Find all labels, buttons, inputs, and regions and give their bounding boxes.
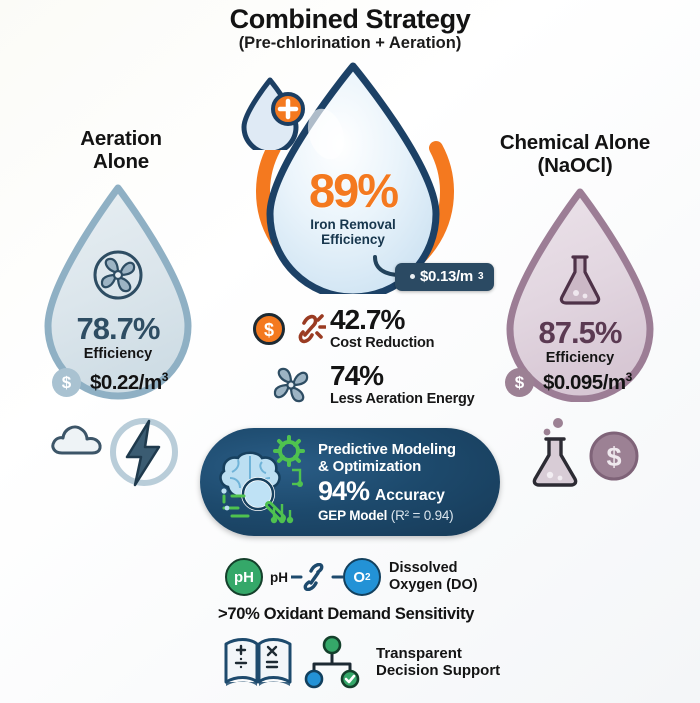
open-book-math-icon bbox=[224, 638, 292, 686]
center-efficiency-value: 89% bbox=[308, 163, 399, 217]
dissolved-oxygen-label: Dissolved Oxygen (DO) bbox=[389, 560, 478, 593]
left-cost-unit: 3 bbox=[161, 370, 169, 385]
right-cost-unit: 3 bbox=[625, 370, 633, 385]
right-drop-content: 87.5% Efficiency bbox=[500, 188, 660, 402]
broken-chain-icon bbox=[298, 313, 326, 343]
pre-chlorination-drop-icon bbox=[240, 72, 318, 156]
model-r2: (R² = 0.94) bbox=[390, 508, 454, 524]
drop-shape-center bbox=[258, 62, 448, 294]
aeration-alone-drop: 78.7% Efficiency bbox=[38, 184, 198, 400]
left-cost-number: $0.22/m bbox=[90, 370, 162, 394]
aeration-energy-text: 74% Less Aeration Energy bbox=[330, 360, 475, 408]
price-tag-unit: 3 bbox=[477, 271, 484, 282]
decision-label-line2: Decision Support bbox=[376, 662, 501, 679]
decision-support-row: Transparent Decision Support bbox=[222, 634, 500, 690]
chemical-alone-drop: 87.5% Efficiency bbox=[500, 188, 660, 402]
cost-reduction-text: 42.7% Cost Reduction bbox=[330, 304, 435, 352]
o2-symbol: O bbox=[353, 568, 366, 586]
model-accuracy-value: 94% bbox=[318, 476, 370, 507]
right-cost-value: $0.095/m3 bbox=[543, 370, 632, 395]
decision-label-line1: Transparent bbox=[376, 644, 462, 662]
ph-badge-icon: pH bbox=[225, 558, 263, 596]
fan-icon bbox=[273, 367, 309, 402]
model-title-line1: Predictive Modeling bbox=[318, 440, 456, 458]
aeration-energy-label: Less Aeration Energy bbox=[330, 391, 475, 407]
dollar-coin-icon: $ bbox=[52, 368, 81, 397]
right-panel-title-line1: Chemical Alone bbox=[499, 131, 651, 154]
right-efficiency-value: 87.5% bbox=[538, 315, 623, 350]
decision-support-label: Transparent Decision Support bbox=[376, 645, 500, 680]
model-panel-title: Predictive Modeling & Optimization bbox=[318, 441, 456, 475]
fan-icon bbox=[91, 248, 145, 307]
model-name: GEP Model bbox=[318, 508, 388, 524]
left-panel-title: Aeration Alone bbox=[6, 127, 236, 174]
stat-cost-reduction: $ 42.7% Cost Reduction bbox=[252, 304, 435, 352]
model-name-row: GEP Model (R² = 0.94) bbox=[318, 508, 456, 523]
drop-shape-left bbox=[38, 184, 198, 400]
flask-icon bbox=[528, 415, 586, 492]
center-label-line1: Iron Removal bbox=[310, 216, 396, 232]
dollar-coin-icon: $ bbox=[505, 368, 534, 397]
left-cost-value: $0.22/m3 bbox=[90, 370, 168, 395]
tag-hole-icon bbox=[410, 274, 415, 279]
svg-text:$: $ bbox=[606, 442, 621, 472]
cost-reduction-icons: $ bbox=[252, 312, 330, 346]
right-efficiency-label: Efficiency bbox=[545, 350, 615, 366]
left-drop-content: 78.7% Efficiency bbox=[38, 184, 198, 400]
right-cost-number: $0.095/m bbox=[543, 370, 626, 394]
ph-label: pH bbox=[270, 569, 288, 585]
cost-reduction-value: 42.7% bbox=[330, 304, 405, 335]
right-panel-title-line2: (NaOCl) bbox=[537, 153, 613, 177]
center-efficiency-label: Iron Removal Efficiency bbox=[310, 217, 396, 247]
model-panel-text: Predictive Modeling & Optimization 94% A… bbox=[318, 441, 456, 523]
right-cost-row: $ $0.095/m3 bbox=[505, 368, 632, 397]
price-tag-number: $0.13/m bbox=[420, 268, 473, 285]
cloud-icon bbox=[48, 415, 108, 466]
combined-price-tag: $0.13/m 3 bbox=[395, 263, 495, 291]
do-label-line1: Dissolved bbox=[389, 560, 458, 577]
dollar-coin-icon: $ bbox=[253, 312, 285, 345]
left-cost-row: $ $0.22/m3 bbox=[52, 368, 168, 397]
stat-aeration-energy: 74% Less Aeration Energy bbox=[268, 362, 475, 407]
left-panel-title-line1: Aeration bbox=[80, 127, 162, 150]
page-title: Combined Strategy bbox=[229, 4, 471, 34]
lightning-bolt-icon bbox=[105, 413, 183, 496]
cost-reduction-label: Cost Reduction bbox=[330, 335, 435, 351]
aeration-energy-value: 74% bbox=[330, 360, 384, 391]
dollar-coin-icon: $ bbox=[588, 430, 640, 487]
flask-icon bbox=[555, 252, 605, 311]
o2-subscript: 2 bbox=[365, 571, 371, 583]
center-drop-content: 89% Iron Removal Efficiency bbox=[258, 62, 448, 294]
center-label-line2: Efficiency bbox=[321, 232, 385, 247]
chain-link-icon bbox=[291, 563, 343, 591]
decision-tree-icon bbox=[304, 635, 360, 689]
left-efficiency-value: 78.7% bbox=[76, 311, 161, 346]
model-accuracy-row: 94% Accuracy bbox=[318, 478, 456, 505]
oxidant-demand-line: >70% Oxidant Demand Sensitivity bbox=[218, 605, 475, 623]
left-panel-title-line2: Alone bbox=[93, 149, 149, 173]
do-label-line2: Oxygen (DO) bbox=[389, 577, 478, 593]
brain-gear-magnifier-icon bbox=[214, 434, 310, 531]
model-accuracy-word: Accuracy bbox=[375, 487, 445, 505]
svg-text:$: $ bbox=[264, 320, 274, 340]
predictive-modeling-panel: Predictive Modeling & Optimization 94% A… bbox=[200, 428, 500, 536]
model-title-line2: & Optimization bbox=[318, 458, 422, 475]
page-subtitle: (Pre-chlorination + Aeration) bbox=[238, 34, 462, 52]
combined-strategy-drop: 89% Iron Removal Efficiency bbox=[258, 62, 448, 294]
left-efficiency-label: Efficiency bbox=[83, 346, 153, 362]
right-panel-title: Chemical Alone (NaOCl) bbox=[460, 131, 690, 178]
aeration-energy-icons bbox=[268, 363, 330, 407]
